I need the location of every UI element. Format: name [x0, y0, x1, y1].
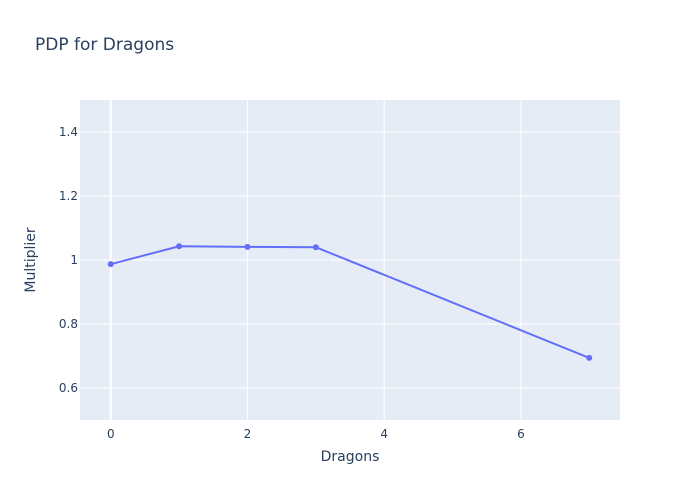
y-tick-label: 0.8 [59, 317, 78, 331]
gridlines [80, 100, 620, 420]
x-tick-label: 2 [244, 427, 252, 441]
x-tick-label: 0 [107, 427, 115, 441]
data-point[interactable] [586, 354, 593, 361]
data-point[interactable] [244, 243, 251, 250]
y-axis-title: Multiplier [23, 227, 39, 293]
data-point[interactable] [312, 244, 319, 251]
y-tick-label: 1.2 [59, 189, 78, 203]
data-point[interactable] [176, 243, 183, 250]
chart-title: PDP for Dragons [35, 35, 174, 55]
y-tick-label: 1 [70, 253, 78, 267]
y-tick-label: 0.6 [59, 381, 78, 395]
x-tick-label: 4 [380, 427, 388, 441]
y-tick-label: 1.4 [59, 125, 78, 139]
x-axis-title: Dragons [321, 449, 380, 465]
x-tick-label: 6 [517, 427, 525, 441]
data-point[interactable] [107, 261, 114, 268]
tick-labels: 0 2 4 6 0.6 0.8 1 1.2 1.4 [59, 125, 525, 441]
series-layer [107, 243, 593, 361]
